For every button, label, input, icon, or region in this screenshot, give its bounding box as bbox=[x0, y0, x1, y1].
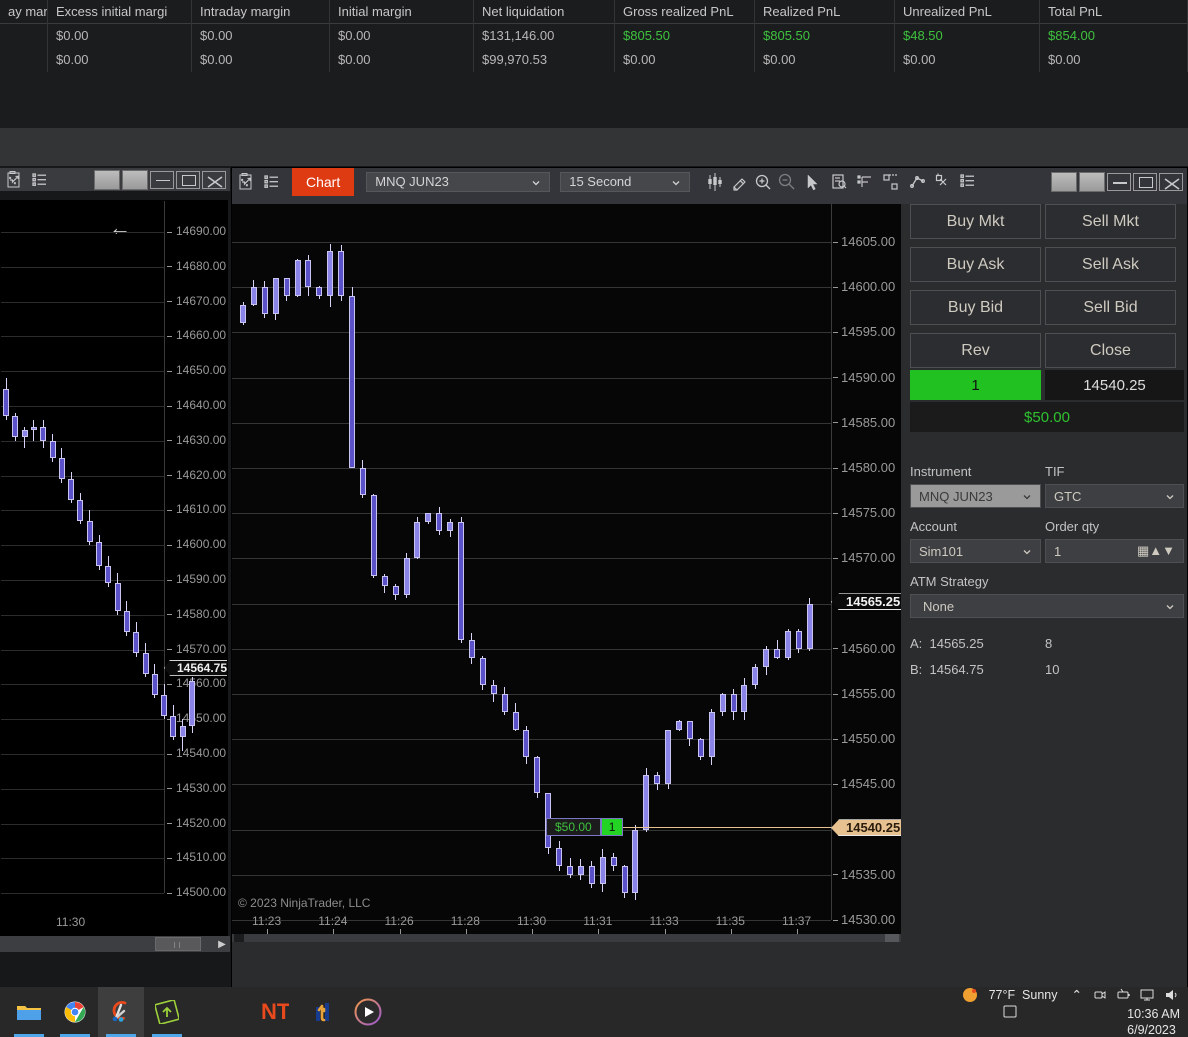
svg-text:NT: NT bbox=[261, 1000, 289, 1024]
